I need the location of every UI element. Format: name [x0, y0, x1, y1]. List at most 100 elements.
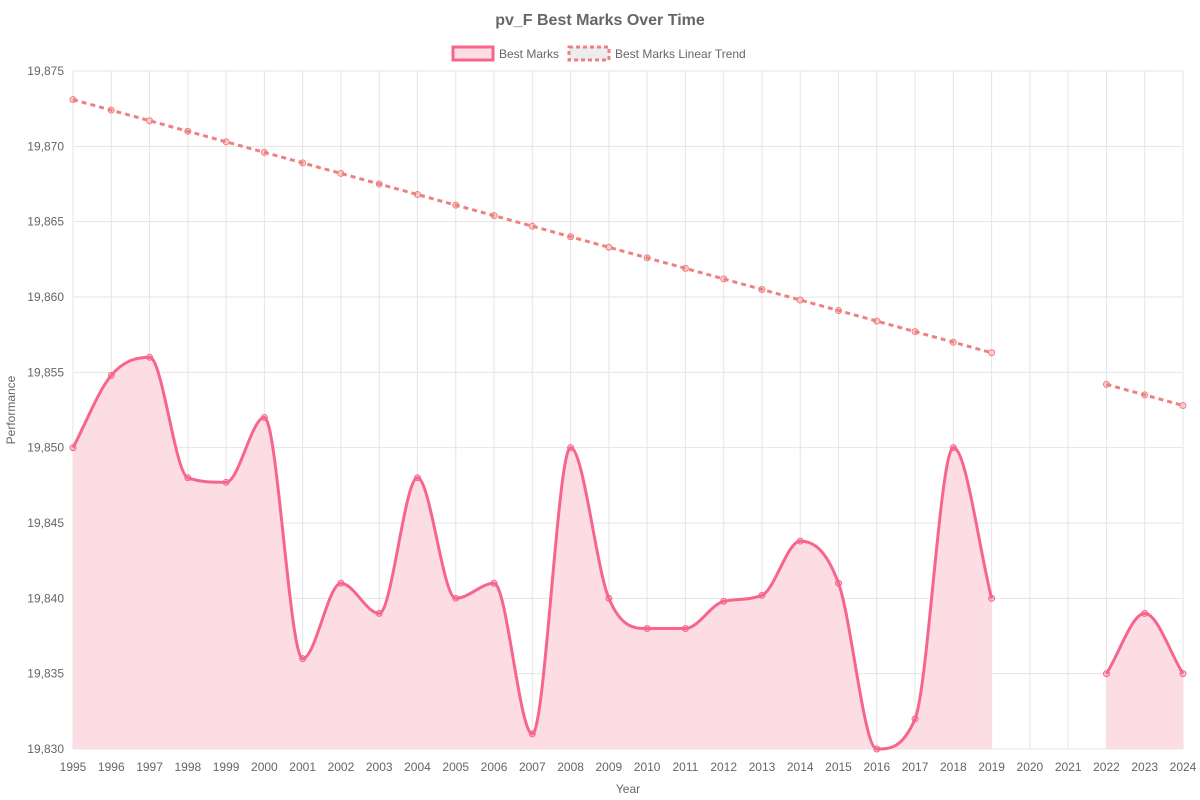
point-best-marks[interactable]: [911, 715, 919, 723]
point-best-marks[interactable]: [567, 444, 575, 452]
chart-title: pv_F Best Marks Over Time: [495, 12, 705, 29]
point-best-marks-linear-trend[interactable]: [796, 296, 804, 304]
point-best-marks[interactable]: [796, 537, 804, 545]
y-axis-label: Performance: [4, 375, 18, 444]
point-best-marks[interactable]: [107, 371, 115, 379]
point-best-marks-linear-trend[interactable]: [567, 233, 575, 241]
series-lines: [71, 98, 1185, 751]
y-tick-label: 19,845: [27, 516, 64, 530]
point-best-marks-linear-trend[interactable]: [605, 243, 613, 251]
point-best-marks[interactable]: [413, 474, 421, 482]
y-axis-ticks: 19,830 19,835 19,840 19,845 19,850 19,855 19,8…: [27, 64, 64, 756]
point-best-marks-linear-trend[interactable]: [681, 264, 689, 272]
point-best-marks-linear-trend[interactable]: [911, 328, 919, 336]
x-tick-label: 2010: [634, 760, 661, 774]
point-best-marks[interactable]: [1141, 609, 1149, 617]
point-best-marks[interactable]: [260, 414, 268, 422]
point-best-marks-linear-trend[interactable]: [1141, 391, 1149, 399]
point-best-marks-linear-trend[interactable]: [413, 191, 421, 199]
point-best-marks-linear-trend[interactable]: [69, 96, 77, 104]
point-best-marks[interactable]: [528, 730, 536, 738]
x-tick-label: 2018: [940, 760, 967, 774]
point-best-marks[interactable]: [605, 594, 613, 602]
point-best-marks[interactable]: [681, 624, 689, 632]
point-best-marks-linear-trend[interactable]: [643, 254, 651, 262]
point-best-marks[interactable]: [720, 597, 728, 605]
point-best-marks[interactable]: [69, 444, 77, 452]
x-tick-label: 2015: [825, 760, 852, 774]
line-best-marks-linear-trend: [72, 98, 993, 355]
y-tick-label: 19,855: [27, 365, 64, 379]
point-best-marks-linear-trend[interactable]: [260, 148, 268, 156]
point-best-marks-linear-trend[interactable]: [758, 285, 766, 293]
point-best-marks-linear-trend[interactable]: [337, 169, 345, 177]
x-tick-label: 1998: [174, 760, 201, 774]
x-tick-label: 2021: [1055, 760, 1082, 774]
point-best-marks-linear-trend[interactable]: [184, 127, 192, 135]
point-best-marks[interactable]: [299, 655, 307, 663]
point-best-marks-linear-trend[interactable]: [452, 201, 460, 209]
point-best-marks-linear-trend[interactable]: [146, 117, 154, 125]
point-best-marks-linear-trend[interactable]: [835, 307, 843, 315]
point-best-marks[interactable]: [949, 444, 957, 452]
point-best-marks-linear-trend[interactable]: [988, 349, 996, 357]
point-best-marks[interactable]: [1102, 670, 1110, 678]
x-tick-label: 2024: [1170, 760, 1197, 774]
point-best-marks-linear-trend[interactable]: [720, 275, 728, 283]
point-best-marks[interactable]: [988, 594, 996, 602]
point-best-marks[interactable]: [758, 591, 766, 599]
point-best-marks-linear-trend[interactable]: [1179, 401, 1187, 409]
x-tick-label: 2017: [902, 760, 929, 774]
point-best-marks-linear-trend[interactable]: [873, 317, 881, 325]
area-best-marks: [1106, 613, 1183, 749]
point-best-marks-linear-trend[interactable]: [949, 338, 957, 346]
point-best-marks-linear-trend[interactable]: [107, 106, 115, 114]
x-tick-label: 1996: [98, 760, 125, 774]
point-best-marks-linear-trend[interactable]: [490, 212, 498, 220]
y-tick-label: 19,870: [27, 139, 64, 153]
point-best-marks[interactable]: [146, 353, 154, 361]
point-best-marks[interactable]: [873, 745, 881, 753]
point-best-marks[interactable]: [452, 594, 460, 602]
point-best-marks-linear-trend[interactable]: [1102, 380, 1110, 388]
legend-label-best-marks: Best Marks: [499, 47, 559, 61]
point-best-marks[interactable]: [835, 579, 843, 587]
x-tick-label: 2012: [710, 760, 737, 774]
x-tick-label: 2016: [863, 760, 890, 774]
point-best-marks[interactable]: [375, 609, 383, 617]
point-best-marks[interactable]: [643, 624, 651, 632]
x-tick-label: 1999: [213, 760, 240, 774]
line-best-marks: [71, 355, 994, 751]
point-best-marks-linear-trend[interactable]: [528, 222, 536, 230]
point-best-marks[interactable]: [184, 474, 192, 482]
legend[interactable]: Best Marks Best Marks Linear Trend: [451, 45, 746, 62]
x-tick-label: 2000: [251, 760, 278, 774]
x-tick-label: 2005: [442, 760, 469, 774]
data-points[interactable]: [69, 96, 1187, 753]
point-best-marks-linear-trend[interactable]: [299, 159, 307, 167]
x-tick-label: 1995: [60, 760, 87, 774]
y-tick-label: 19,830: [27, 742, 64, 756]
x-tick-label: 2023: [1131, 760, 1158, 774]
legend-item-linear-trend[interactable]: Best Marks Linear Trend: [567, 45, 746, 62]
y-tick-label: 19,865: [27, 215, 64, 229]
x-tick-label: 2008: [557, 760, 584, 774]
point-best-marks-linear-trend[interactable]: [222, 138, 230, 146]
y-tick-label: 19,875: [27, 64, 64, 78]
x-tick-label: 2022: [1093, 760, 1120, 774]
point-best-marks[interactable]: [1179, 670, 1187, 678]
y-tick-label: 19,860: [27, 290, 64, 304]
point-best-marks[interactable]: [222, 478, 230, 486]
x-tick-label: 2011: [673, 760, 699, 774]
x-tick-label: 2004: [404, 760, 431, 774]
line-best-marks-linear-trend: [1106, 382, 1184, 407]
x-tick-label: 2003: [366, 760, 393, 774]
legend-label-linear-trend: Best Marks Linear Trend: [615, 47, 746, 61]
y-tick-label: 19,840: [27, 591, 64, 605]
point-best-marks[interactable]: [490, 579, 498, 587]
area-fill: [73, 357, 1183, 749]
point-best-marks[interactable]: [337, 579, 345, 587]
point-best-marks-linear-trend[interactable]: [375, 180, 383, 188]
legend-item-best-marks[interactable]: Best Marks: [451, 45, 559, 62]
x-tick-label: 2007: [519, 760, 546, 774]
